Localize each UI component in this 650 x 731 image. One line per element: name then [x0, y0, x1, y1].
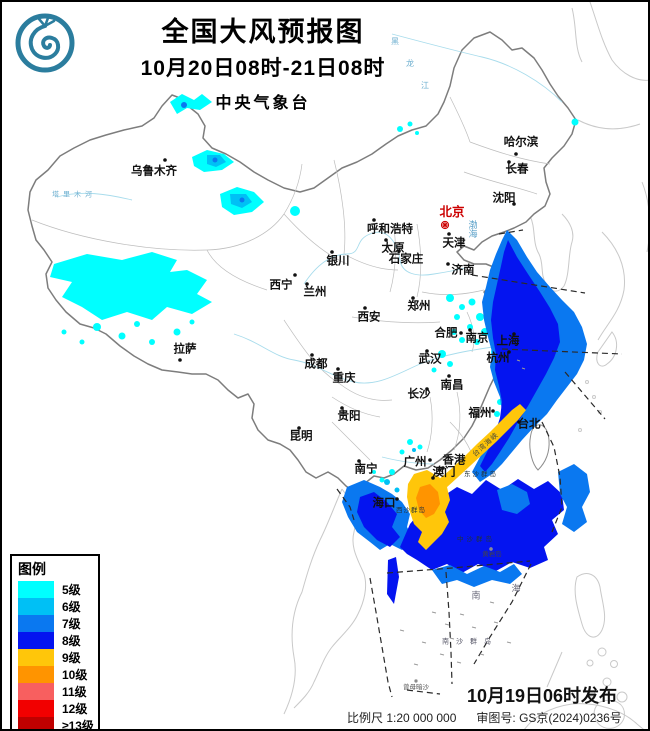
city-label: 长沙 [407, 388, 431, 401]
sea-label: 江 [421, 81, 429, 90]
legend-swatch [18, 649, 54, 666]
city-label: 沈阳 [492, 192, 516, 205]
wind-areas [50, 94, 590, 604]
legend-label: 7级 [62, 617, 81, 631]
city-label: 重庆 [332, 372, 356, 385]
legend-label: 5级 [62, 583, 81, 597]
legend-swatch [18, 683, 54, 700]
city-label: 香港 [442, 454, 466, 467]
legend-row: 8级 [18, 632, 98, 649]
city-label: 南昌 [440, 379, 464, 392]
sea-label: 塔里木河 [52, 191, 96, 199]
forecast-period: 10月20日08时-21日08时 [140, 57, 386, 80]
city-label: 西宁 [269, 279, 293, 292]
china-border [27, 31, 577, 493]
city-label: 贵阳 [337, 410, 361, 423]
city-label: 长春 [505, 163, 529, 176]
sea-label: 海 [511, 583, 521, 594]
city-label: 福州 [468, 407, 492, 420]
legend-row: 6级 [18, 598, 98, 615]
legend-label: 8级 [62, 634, 81, 648]
city-label: 兰州 [303, 286, 327, 299]
city-label: 济南 [451, 264, 475, 277]
city-label: 台北 [517, 418, 541, 431]
city-dots [163, 152, 521, 501]
city-label: 合肥 [434, 327, 458, 340]
legend-swatch [18, 615, 54, 632]
legend-swatch [18, 598, 54, 615]
legend-swatch [18, 700, 54, 717]
map-approval: 审图号: GS京(2024)0236号 [476, 711, 622, 725]
legend-label: 11级 [62, 685, 87, 699]
legend-row: 11级 [18, 683, 98, 700]
sea-label: 龙 [406, 59, 414, 68]
city-label: 澳门 [432, 466, 456, 479]
city-label: 银川 [326, 255, 350, 268]
cma-dragon-logo-icon [15, 13, 75, 73]
capital-label: 北京 [439, 204, 465, 219]
city-label: 拉萨 [173, 343, 197, 356]
legend-items: 5级 6级 7级 8级 9级 10级 11级 12级 ≥13级 [18, 581, 98, 731]
legend-swatch [18, 717, 54, 729]
maritime-dashed-lines [336, 229, 623, 698]
map-scale: 比例尺 1:20 000 000 [347, 711, 457, 725]
sea-label: 东沙群岛 [464, 470, 498, 478]
map-meta: 比例尺 1:20 000 000 审图号: GS京(2024)0236号 [347, 709, 622, 726]
sea-label: 黑 [391, 37, 399, 46]
city-label: 天津 [442, 237, 466, 250]
sea-label: 西沙群岛 [396, 506, 426, 514]
city-label: 上海 [496, 335, 520, 348]
legend-label: 9级 [62, 651, 81, 665]
city-label: 太原 [381, 242, 405, 255]
legend-label: 10级 [62, 668, 88, 682]
legend-row: 5级 [18, 581, 98, 598]
city-label: 武汉 [418, 353, 442, 366]
city-label: 呼和浩特 [367, 223, 413, 236]
legend-swatch [18, 581, 54, 598]
sea-label: 南 [471, 590, 481, 601]
province-boundaries [31, 96, 551, 461]
city-label: 哈尔滨 [503, 136, 539, 149]
sea-islets [399, 359, 526, 683]
agency-name: 中央气象台 [215, 95, 311, 112]
capital-star-marker [440, 220, 450, 230]
legend-row: 7级 [18, 615, 98, 632]
city-label: 南京 [465, 332, 489, 345]
legend-row: 9级 [18, 649, 98, 666]
page-title: 全国大风预报图 [161, 17, 365, 47]
city-label: 广州 [403, 456, 427, 469]
legend-row: 10级 [18, 666, 98, 683]
city-label: 西安 [357, 311, 381, 324]
city-label: 郑州 [407, 300, 431, 313]
issue-time: 10月19日06时发布 [466, 686, 618, 706]
legend-title: 图例 [18, 561, 46, 577]
city-label: 南宁 [354, 463, 378, 476]
city-label: 石家庄 [388, 253, 424, 266]
city-label: 成都 [304, 358, 328, 371]
city-label: 杭州 [486, 352, 510, 365]
city-label: 昆明 [289, 430, 313, 443]
city-label: 乌鲁木齐 [131, 165, 177, 178]
legend-swatch [18, 666, 54, 683]
sea-label: 南沙群岛 [442, 638, 498, 646]
legend-label: ≥13级 [62, 719, 94, 731]
legend-label: 12级 [62, 702, 88, 716]
city-label: 海口 [372, 497, 396, 510]
legend-row: ≥13级 [18, 717, 98, 731]
sea-label: 渤海 [467, 220, 478, 238]
legend-swatch [18, 632, 54, 649]
legend-label: 6级 [62, 600, 81, 614]
sea-label: 中沙群岛 [457, 535, 495, 543]
legend-box: 图例 5级 6级 7级 8级 9级 10级 11级 12级 ≥13级 [10, 554, 100, 731]
sea-label: 曾母暗沙 [403, 683, 429, 691]
sea-label: 黄岩岛 [482, 550, 502, 558]
legend-row: 12级 [18, 700, 98, 717]
